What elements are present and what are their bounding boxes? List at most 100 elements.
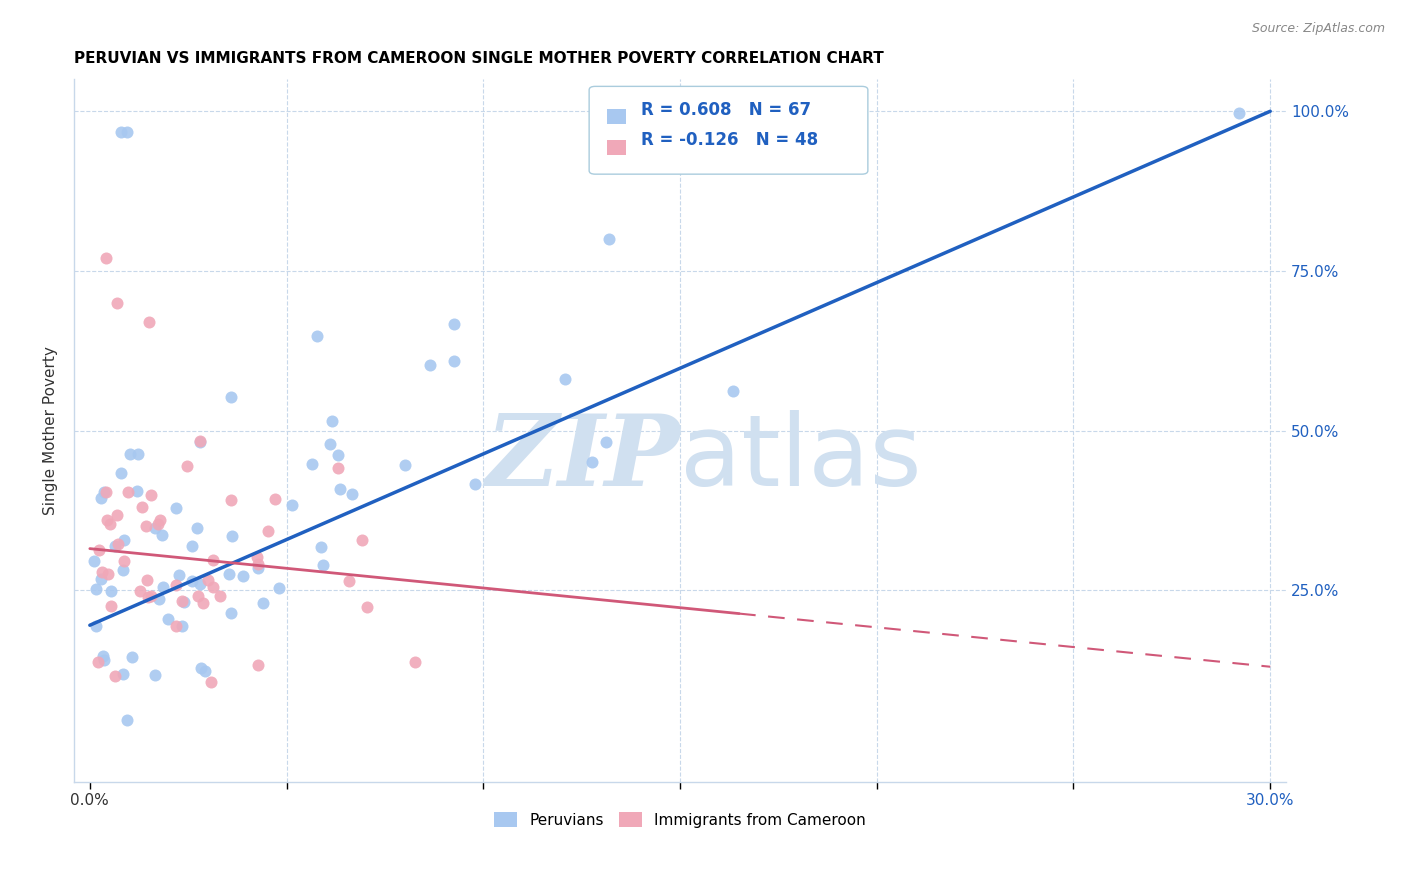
Point [301,457,323,471]
Point [141,589,163,603]
Point [554,372,576,386]
Point [103,669,125,683]
Point [326,461,349,475]
Point [87,542,110,557]
Point [105,295,128,310]
Point [131,500,153,514]
Point [110,467,132,481]
Point [404,656,426,670]
Point [112,533,135,547]
Point [129,583,152,598]
Point [197,573,219,587]
Point [90,573,112,587]
Point [165,501,187,516]
Point [194,664,217,678]
Point [117,484,139,499]
Point [83,554,105,568]
Point [190,660,212,674]
Point [200,675,222,690]
Point [187,589,209,603]
Point [201,553,224,567]
Point [118,447,141,461]
Point [267,582,290,596]
Point [221,529,243,543]
Point [94,485,117,500]
FancyBboxPatch shape [607,140,626,155]
Point [139,488,162,502]
Point [329,482,352,496]
Point [127,483,149,498]
Point [342,487,364,501]
Point [105,508,128,523]
Point [165,618,187,632]
Point [464,477,486,491]
Point [170,619,193,633]
Point [107,537,129,551]
Text: R = -0.126   N = 48: R = -0.126 N = 48 [641,131,818,150]
Y-axis label: Single Mother Poverty: Single Mother Poverty [44,346,58,515]
Legend: Peruvians, Immigrants from Cameroon: Peruvians, Immigrants from Cameroon [488,805,872,834]
Text: atlas: atlas [681,410,922,507]
Point [143,520,166,534]
Point [121,650,143,665]
Point [165,578,187,592]
Point [219,390,242,404]
Point [721,384,744,398]
Point [186,521,208,535]
Point [356,599,378,614]
Point [94,251,117,265]
Point [319,437,342,451]
Point [90,565,112,579]
Point [143,668,166,682]
Point [321,414,343,428]
Point [281,498,304,512]
Point [307,329,329,343]
Point [100,599,122,614]
Point [190,577,212,591]
Point [181,539,204,553]
Point [247,560,270,574]
Point [146,516,169,531]
Point [93,653,115,667]
Point [246,657,269,672]
FancyBboxPatch shape [607,109,626,124]
Text: ZIP: ZIP [485,410,681,507]
Point [152,528,174,542]
Point [96,567,118,582]
Point [443,318,465,332]
Point [443,354,465,368]
Point [115,713,138,727]
Point [219,607,242,621]
Point [1227,105,1250,120]
Point [419,358,441,372]
Point [188,434,211,449]
Point [111,667,134,681]
Point [257,524,280,538]
Point [84,618,107,632]
Point [246,549,269,564]
Point [152,580,174,594]
Point [263,491,285,506]
Text: R = 0.608   N = 67: R = 0.608 N = 67 [641,101,811,119]
Point [156,612,179,626]
Point [115,125,138,139]
Point [138,590,160,604]
Point [181,574,204,589]
Point [350,533,373,547]
Point [149,513,172,527]
Point [90,491,112,505]
Point [188,434,211,448]
Point [98,516,121,531]
Point [312,558,335,573]
Point [148,591,170,606]
Point [86,582,108,596]
Point [202,580,225,594]
Point [326,448,349,462]
Point [100,583,122,598]
Point [138,315,160,329]
Point [218,566,240,581]
Point [93,484,115,499]
Point [193,596,215,610]
Point [309,541,332,555]
Point [252,596,274,610]
